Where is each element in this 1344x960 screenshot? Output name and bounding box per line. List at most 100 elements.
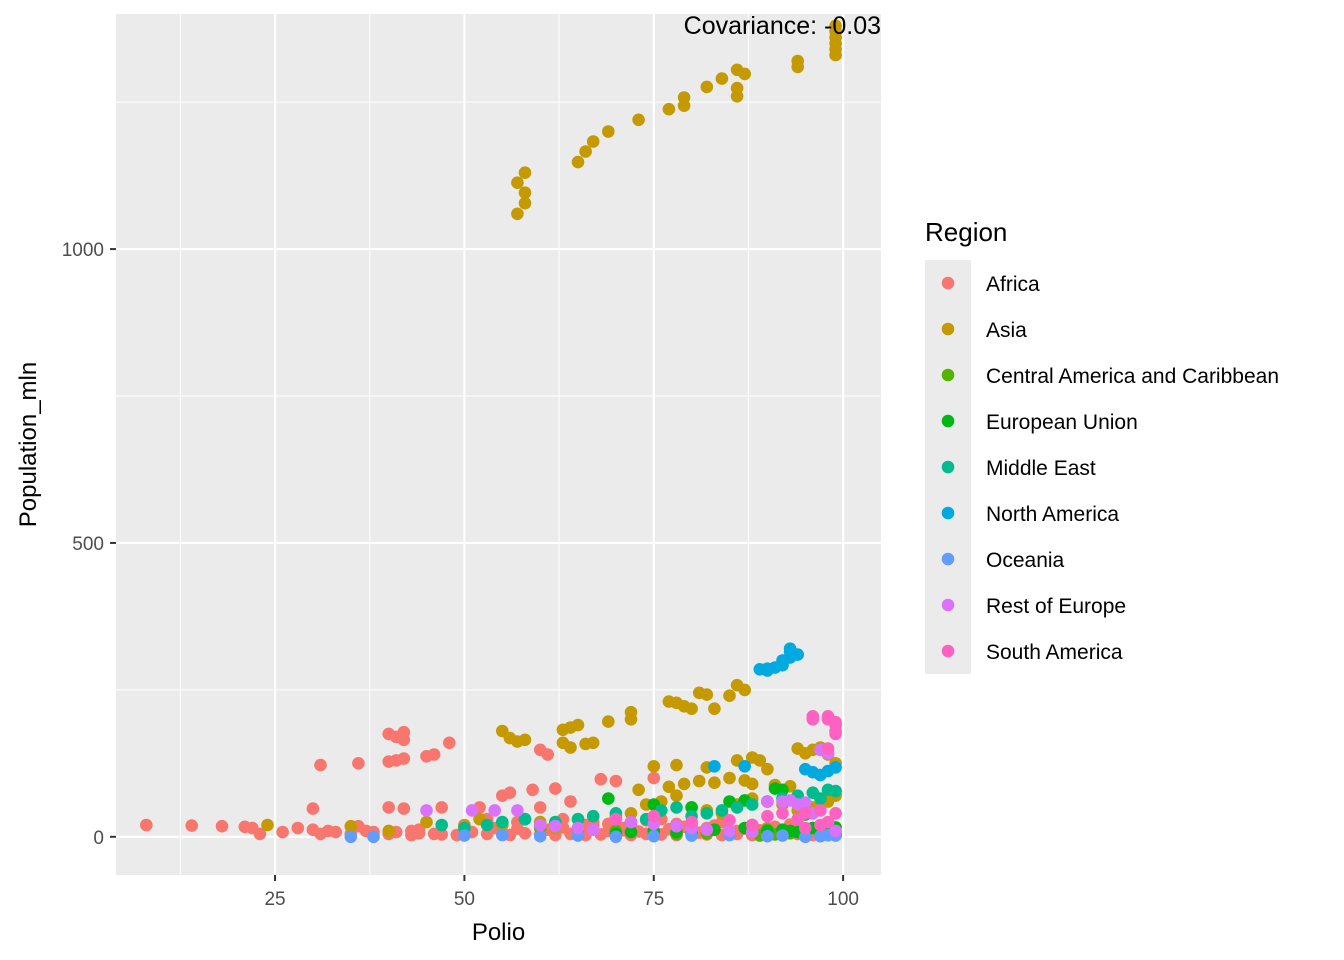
legend-item: Asia bbox=[941, 319, 1027, 342]
data-point bbox=[738, 760, 751, 773]
data-point bbox=[261, 818, 274, 832]
data-point bbox=[723, 814, 736, 827]
data-point bbox=[745, 818, 759, 832]
data-point bbox=[571, 718, 585, 732]
data-point bbox=[829, 807, 842, 820]
data-point bbox=[814, 792, 827, 805]
data-point bbox=[586, 135, 600, 148]
data-point bbox=[776, 829, 789, 842]
data-point bbox=[647, 760, 661, 773]
data-point bbox=[799, 807, 812, 820]
legend-label: North America bbox=[986, 503, 1119, 526]
legend-item: Africa bbox=[941, 273, 1040, 296]
legend-key bbox=[941, 598, 955, 612]
data-point bbox=[647, 809, 661, 823]
data-point bbox=[670, 758, 683, 772]
data-point bbox=[215, 819, 229, 833]
data-point bbox=[799, 830, 812, 844]
data-point bbox=[602, 125, 615, 138]
data-point bbox=[632, 113, 645, 127]
data-point bbox=[821, 815, 835, 829]
data-point bbox=[799, 821, 812, 835]
legend-key bbox=[941, 552, 955, 566]
legend-item: North America bbox=[941, 503, 1119, 526]
data-point bbox=[533, 818, 547, 832]
data-point bbox=[503, 786, 517, 799]
data-point bbox=[662, 780, 676, 794]
legend-item: South America bbox=[941, 641, 1123, 664]
legend-key bbox=[941, 506, 955, 520]
legend-label: Central America and Caribbean bbox=[986, 365, 1279, 388]
data-point bbox=[511, 804, 524, 817]
data-point bbox=[443, 736, 456, 750]
data-point bbox=[624, 815, 638, 829]
data-point bbox=[662, 102, 676, 116]
data-point bbox=[571, 821, 585, 835]
data-point bbox=[579, 145, 592, 158]
data-point bbox=[594, 772, 608, 786]
data-point bbox=[700, 823, 714, 836]
data-point bbox=[700, 807, 714, 820]
data-point bbox=[329, 825, 343, 839]
data-point bbox=[185, 819, 198, 832]
y-tick-label: 500 bbox=[72, 534, 104, 555]
data-point bbox=[602, 792, 615, 805]
legend-label: Middle East bbox=[986, 457, 1096, 480]
legend-item: Central America and Caribbean bbox=[941, 365, 1279, 388]
data-point bbox=[571, 812, 585, 826]
legend-key bbox=[941, 368, 955, 382]
data-point bbox=[715, 72, 729, 85]
data-point bbox=[511, 207, 524, 221]
data-point bbox=[496, 828, 509, 842]
data-point bbox=[541, 748, 554, 761]
legend-item: Oceania bbox=[941, 549, 1065, 572]
data-point bbox=[723, 824, 736, 838]
data-point bbox=[382, 824, 396, 838]
data-point bbox=[458, 829, 471, 842]
x-axis: 25 50 75 100 bbox=[264, 875, 859, 910]
data-point bbox=[715, 804, 729, 817]
data-point bbox=[632, 783, 645, 797]
data-point bbox=[397, 752, 411, 765]
data-point bbox=[314, 758, 327, 772]
data-point bbox=[549, 782, 562, 795]
data-point bbox=[692, 774, 706, 788]
data-point bbox=[435, 818, 449, 832]
data-point bbox=[518, 186, 532, 199]
data-point bbox=[344, 830, 358, 844]
legend-label: Rest of Europe bbox=[986, 595, 1126, 618]
data-point bbox=[730, 801, 744, 814]
data-point bbox=[791, 648, 804, 661]
data-point bbox=[571, 155, 585, 169]
x-axis-title: Polio bbox=[472, 919, 525, 946]
data-point bbox=[480, 827, 494, 841]
data-point bbox=[745, 798, 759, 811]
data-point bbox=[723, 771, 736, 785]
data-point bbox=[564, 795, 577, 808]
data-point bbox=[761, 762, 774, 776]
data-point bbox=[397, 802, 411, 815]
data-point bbox=[412, 827, 426, 840]
data-point bbox=[427, 748, 441, 761]
data-point bbox=[829, 784, 842, 798]
data-point bbox=[306, 802, 320, 815]
data-point bbox=[352, 757, 365, 770]
data-point bbox=[602, 715, 615, 728]
data-point bbox=[700, 688, 714, 701]
data-point bbox=[829, 824, 842, 838]
data-point bbox=[700, 80, 714, 94]
data-point bbox=[140, 818, 153, 832]
data-point bbox=[488, 804, 502, 817]
data-point bbox=[761, 795, 774, 808]
legend-key bbox=[941, 322, 955, 336]
data-point bbox=[829, 761, 842, 774]
data-point bbox=[776, 807, 789, 820]
data-point bbox=[435, 801, 449, 814]
legend-item: Middle East bbox=[941, 457, 1096, 480]
data-point bbox=[670, 801, 683, 814]
data-point bbox=[677, 99, 691, 112]
data-point bbox=[586, 823, 600, 836]
data-point bbox=[526, 783, 539, 797]
y-axis: 0 500 1000 bbox=[62, 240, 116, 849]
